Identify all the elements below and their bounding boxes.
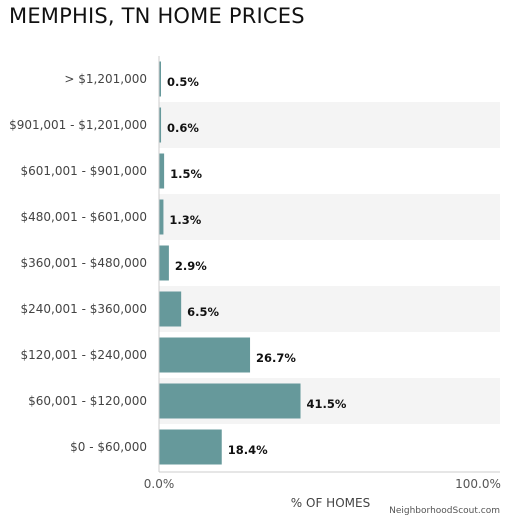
bar: [159, 429, 222, 465]
bar: [159, 107, 162, 143]
bar: [159, 291, 182, 327]
source-credit: NeighborhoodScout.com: [389, 506, 500, 516]
row-stripe: [159, 286, 500, 332]
category-label: $480,001 - $601,000: [21, 210, 147, 224]
bars: [159, 61, 301, 465]
category-label: $360,001 - $480,000: [21, 256, 147, 270]
row-stripe: [159, 102, 500, 148]
bar: [159, 245, 169, 281]
x-tick-label-min: 0.0%: [144, 477, 175, 491]
category-label: $601,001 - $901,000: [21, 164, 147, 178]
value-label: 26.7%: [256, 351, 296, 365]
value-label: 41.5%: [307, 397, 347, 411]
labels: > $1,201,000 0.5% $901,001 - $1,201,000 0.6…: [9, 72, 347, 457]
value-label: 1.3%: [169, 213, 201, 227]
value-label: 1.5%: [170, 167, 202, 181]
value-label: 2.9%: [175, 259, 207, 273]
x-axis-title: % OF HOMES: [291, 496, 370, 510]
category-label: $240,001 - $360,000: [21, 302, 147, 316]
bar: [159, 383, 301, 419]
category-label: > $1,201,000: [64, 72, 147, 86]
bar: [159, 61, 161, 97]
bar: [159, 153, 165, 189]
value-label: 0.6%: [167, 121, 199, 135]
chart-title: MEMPHIS, TN HOME PRICES: [9, 4, 305, 28]
bar: [159, 199, 164, 235]
category-label: $901,001 - $1,201,000: [9, 118, 147, 132]
value-label: 6.5%: [187, 305, 219, 319]
category-label: $0 - $60,000: [70, 440, 147, 454]
category-label: $60,001 - $120,000: [28, 394, 147, 408]
row-stripes: [159, 102, 500, 424]
value-label: 0.5%: [167, 75, 199, 89]
row-stripe: [159, 194, 500, 240]
category-label: $120,001 - $240,000: [21, 348, 147, 362]
value-label: 18.4%: [228, 443, 268, 457]
bar: [159, 337, 251, 373]
x-tick-label-max: 100.0%: [455, 477, 501, 491]
